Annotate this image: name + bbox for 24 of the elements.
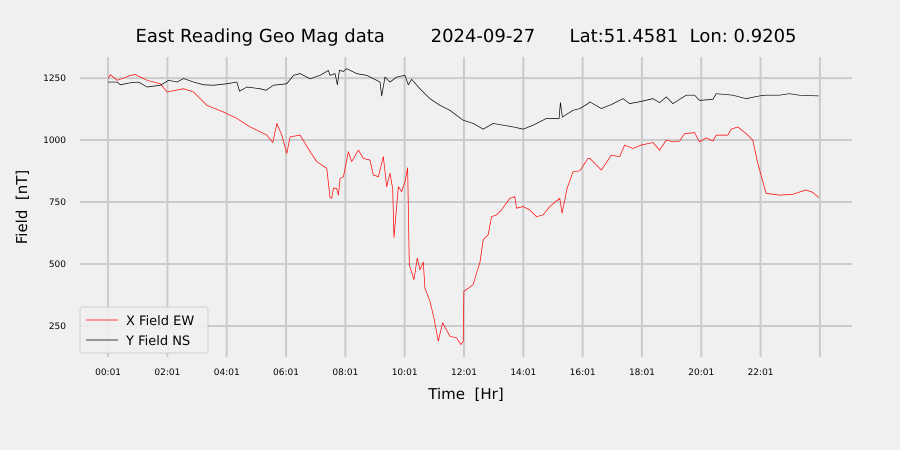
line-series — [108, 74, 820, 345]
x-tick-label: 02:01 — [154, 368, 180, 378]
y-tick-label: 750 — [48, 198, 66, 208]
x-tick-label: 10:01 — [392, 368, 418, 378]
y-tick-label: 500 — [48, 260, 66, 270]
legend-label: Y Field NS — [125, 334, 190, 349]
x-tick-label: 14:01 — [510, 368, 536, 378]
x-tick-label: 12:01 — [451, 368, 477, 378]
x-tick-label: 16:01 — [570, 368, 596, 378]
x-axis-title: Time [Hr] — [427, 385, 504, 403]
x-tick-label: 20:01 — [688, 368, 714, 378]
chart-title: East Reading Geo Mag data 2024-09-27 Lat:51.4581 Lon: 0.9205 — [135, 26, 797, 47]
x-tick-label: 04:01 — [214, 368, 240, 378]
y-tick-label: 250 — [48, 322, 66, 332]
y-axis-title: Field [nT] — [13, 170, 31, 244]
y-tick-label: 1250 — [43, 74, 66, 84]
x-tick-label: 22:01 — [748, 368, 774, 378]
legend-label: X Field EW — [126, 314, 194, 329]
y-tick-label: 1000 — [43, 136, 66, 146]
x-tick-label: 00:01 — [95, 368, 122, 378]
x-tick-label: 06:01 — [273, 368, 299, 378]
line-series — [108, 68, 820, 130]
x-tick-label: 18:01 — [628, 368, 655, 378]
x-tick-label: 08:01 — [332, 368, 358, 378]
